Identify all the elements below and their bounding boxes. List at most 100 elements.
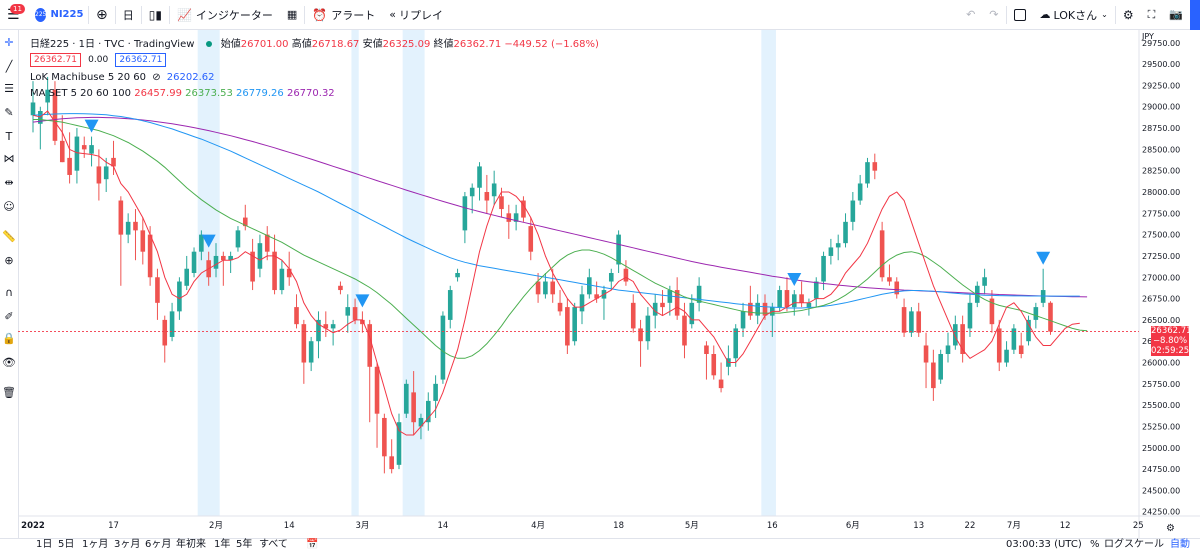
range-5d[interactable]: 5日 bbox=[58, 539, 75, 550]
candle-body bbox=[30, 102, 36, 116]
compare-button[interactable]: ⊕ bbox=[89, 0, 115, 30]
candle-body bbox=[718, 379, 724, 389]
candle-body bbox=[784, 290, 790, 308]
ruler-icon[interactable]: 📏 bbox=[2, 230, 16, 243]
settings-button[interactable]: ⚙ bbox=[1116, 0, 1141, 30]
candle-body bbox=[469, 187, 475, 197]
layout-button[interactable] bbox=[1007, 0, 1033, 30]
candle-body bbox=[59, 140, 65, 163]
machibuse-signal-marker bbox=[787, 273, 802, 287]
drawing-toolbar: ✛ ╱ ☰ ✎ T ⋈ ⇹ ☺ 📏 ⊕ ∩ ✐ 🔒 👁 🗑 bbox=[0, 30, 19, 538]
utc-clock[interactable]: 03:00:33 (UTC) bbox=[1006, 539, 1082, 550]
candle-body bbox=[411, 392, 416, 423]
snapshot-button[interactable]: 📷 bbox=[1162, 0, 1190, 30]
close-value: 26362.71 bbox=[453, 39, 502, 50]
user-layout-button[interactable]: ☁ LOKさん ⌄ bbox=[1033, 0, 1115, 30]
candle-body bbox=[279, 268, 285, 291]
high-label: 高値 bbox=[291, 39, 312, 50]
lock-drawing-icon[interactable]: ✐ bbox=[4, 310, 14, 323]
interval-button[interactable]: 日 bbox=[122, 8, 134, 22]
candle-body bbox=[630, 302, 636, 329]
candle-body bbox=[242, 217, 248, 227]
low-label: 安値 bbox=[362, 39, 383, 50]
templates-button[interactable]: ▦ bbox=[280, 0, 304, 30]
candle-body bbox=[404, 383, 409, 414]
range-6m[interactable]: 6ヶ月 bbox=[145, 539, 172, 550]
candle-body bbox=[594, 294, 599, 299]
goto-date-icon[interactable]: 📅 bbox=[306, 539, 319, 550]
fib-icon[interactable]: ☰ bbox=[4, 82, 14, 95]
alert-button[interactable]: ⏰ アラート bbox=[305, 0, 382, 30]
menu-button[interactable]: ☰ 11 bbox=[0, 0, 28, 30]
candle-body bbox=[184, 268, 190, 286]
candle-body bbox=[316, 319, 321, 342]
lock-icon[interactable]: 🔒 bbox=[2, 332, 16, 345]
candle-body bbox=[323, 324, 329, 329]
trend-line-icon[interactable]: ╱ bbox=[5, 60, 13, 73]
candle-body bbox=[865, 162, 870, 184]
top-toolbar: ☰ 11 225 NI225 ⊕ 日 ▯▮ 📈 インジケーター ▦ ⏰ アラート… bbox=[0, 0, 1200, 30]
percent-toggle[interactable]: % bbox=[1090, 539, 1100, 550]
range-1d[interactable]: 1日 bbox=[36, 539, 53, 550]
candle-body bbox=[674, 290, 680, 316]
time-tick-label: 2月 bbox=[209, 521, 223, 531]
candle-body bbox=[543, 281, 548, 295]
redo-button[interactable]: ↷ bbox=[982, 0, 1005, 30]
brush-icon[interactable]: ✎ bbox=[4, 106, 14, 119]
crosshair-icon[interactable]: ✛ bbox=[4, 36, 14, 49]
candle-body bbox=[477, 166, 482, 188]
range-ytd[interactable]: 年初来 bbox=[176, 539, 206, 550]
eye-icon[interactable]: 👁 bbox=[2, 356, 16, 369]
last-price: 26362.71 bbox=[1151, 325, 1192, 336]
range-5y[interactable]: 5年 bbox=[236, 539, 253, 550]
candle-body bbox=[294, 307, 299, 325]
candle-body bbox=[806, 302, 812, 308]
trash-icon[interactable]: 🗑 bbox=[2, 386, 16, 399]
candle-body bbox=[133, 221, 138, 231]
emoji-icon[interactable]: ☺ bbox=[3, 200, 15, 213]
ma5-value: 26457.99 bbox=[134, 88, 182, 99]
auto-scale-toggle[interactable]: 自動 bbox=[1170, 539, 1190, 550]
candle-body bbox=[857, 183, 863, 201]
candle-body bbox=[213, 255, 219, 269]
price-chart[interactable]: 24250.00 24500.00 24750.00 25000.00 25250.00… bbox=[18, 30, 1200, 538]
undo-button[interactable]: ↶ bbox=[959, 0, 982, 30]
candle-body bbox=[850, 200, 856, 222]
candle-body bbox=[587, 277, 592, 295]
range-1m[interactable]: 1ヶ月 bbox=[82, 539, 109, 550]
square-icon bbox=[1013, 8, 1026, 21]
machibuse-signal-marker bbox=[201, 234, 216, 248]
pattern-icon[interactable]: ⋈ bbox=[3, 152, 15, 165]
candle-body bbox=[81, 145, 87, 150]
fullscreen-button[interactable]: ⛶ bbox=[1141, 0, 1163, 30]
range-all[interactable]: すべて bbox=[259, 539, 288, 550]
bottom-toolbar: 1日 5日 1ヶ月 3ヶ月 6ヶ月 年初来 1年 5年 すべて 📅 03:00:… bbox=[0, 538, 1200, 551]
ask-box[interactable]: 26362.71 bbox=[115, 53, 167, 67]
replay-button[interactable]: « リプレイ bbox=[382, 0, 450, 30]
divider bbox=[1005, 5, 1007, 24]
market-status-dot bbox=[205, 41, 212, 47]
candle-body bbox=[1011, 328, 1017, 350]
candle-body bbox=[272, 251, 277, 291]
candle-body bbox=[491, 183, 497, 197]
candle-body bbox=[623, 268, 629, 282]
magnet-icon[interactable]: ∩ bbox=[4, 286, 14, 299]
range-1y[interactable]: 1年 bbox=[214, 539, 231, 550]
chart-type-button[interactable]: ▯▮ bbox=[142, 0, 169, 30]
log-scale-toggle[interactable]: ログスケール bbox=[1104, 539, 1164, 550]
indicators-button[interactable]: 📈 インジケーター bbox=[170, 0, 280, 30]
range-3m[interactable]: 3ヶ月 bbox=[114, 539, 141, 550]
highlight-band bbox=[402, 30, 425, 516]
candle-body bbox=[264, 234, 270, 252]
price-tick-label: 24250.00 bbox=[1142, 508, 1180, 517]
candles bbox=[30, 76, 1053, 474]
candle-body bbox=[799, 294, 804, 303]
symbol-search-button[interactable]: 225 NI225 bbox=[28, 0, 88, 30]
projection-icon[interactable]: ⇹ bbox=[4, 176, 14, 189]
bid-box[interactable]: 26362.71 bbox=[30, 53, 81, 67]
zoom-icon[interactable]: ⊕ bbox=[4, 254, 14, 267]
publish-button[interactable] bbox=[1190, 0, 1200, 30]
candle-body bbox=[147, 234, 153, 278]
text-icon[interactable]: T bbox=[5, 130, 13, 143]
time-tick-label: 6月 bbox=[846, 521, 860, 531]
